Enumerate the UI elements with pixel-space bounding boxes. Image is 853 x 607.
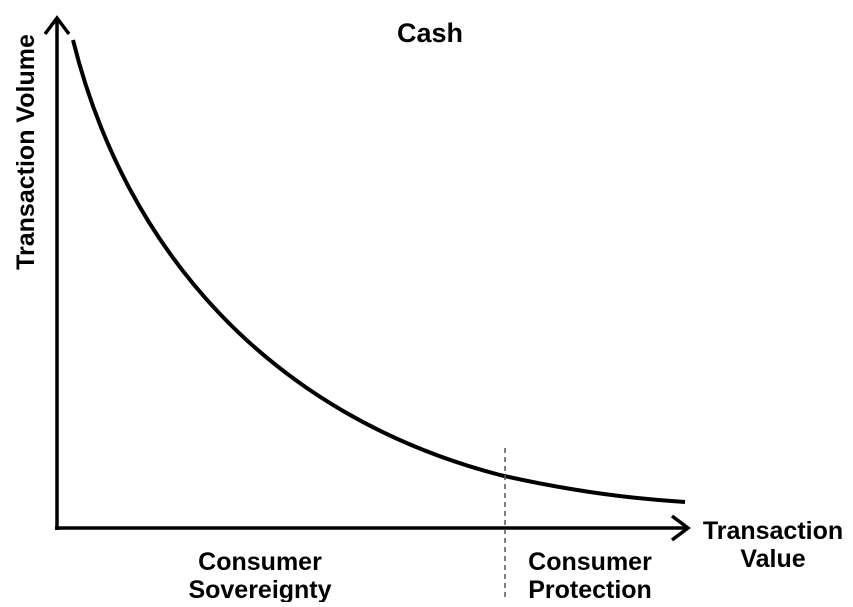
title: Cash: [397, 18, 463, 48]
y-axis-label: Transaction Volume: [12, 34, 40, 270]
x-axis-label-line: Value: [740, 545, 805, 573]
region-label-line: Sovereignty: [188, 576, 331, 602]
region-label-line: Consumer: [528, 548, 652, 576]
region-label-line: Consumer: [198, 548, 322, 576]
y-axis-arrow: [43, 15, 71, 36]
curve: [71, 39, 686, 504]
region-label-line: Protection: [528, 576, 652, 602]
x-axis-label-line: Transaction: [703, 517, 843, 545]
x-axis-arrow: [670, 514, 691, 542]
